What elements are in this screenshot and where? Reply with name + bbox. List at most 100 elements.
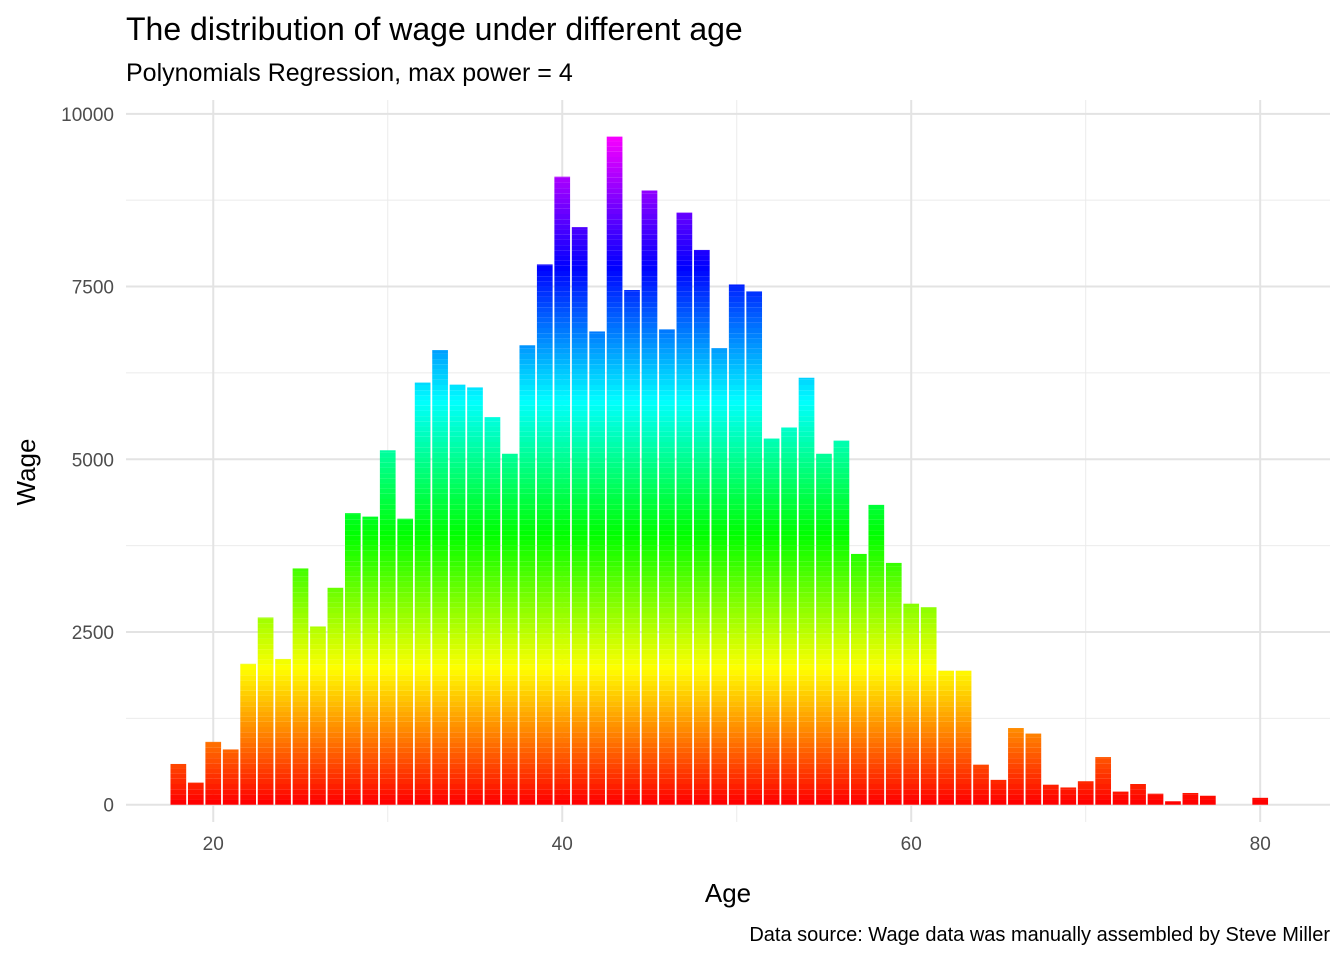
bar-segment [728, 737, 745, 743]
bar-segment [344, 587, 361, 593]
bar-segment [536, 426, 553, 432]
bar-segment [589, 789, 605, 795]
bar-segment [728, 587, 745, 593]
bar-segment [379, 493, 396, 499]
bar-segment [903, 659, 920, 665]
bar-segment [746, 338, 763, 344]
bar-segment [432, 540, 448, 546]
bar-segment [571, 540, 588, 546]
bar-segment [938, 711, 954, 717]
bar-segment [781, 752, 797, 759]
bar-segment [763, 488, 780, 494]
bar-segment [449, 742, 466, 748]
bar-segment [571, 364, 588, 370]
bar-segment [938, 706, 954, 712]
bar-segment [693, 255, 710, 261]
bar-segment [868, 638, 885, 645]
bar-segment [589, 426, 605, 432]
bar-segment [624, 587, 640, 593]
bar-segment [728, 462, 745, 468]
bar-segment [362, 638, 379, 645]
bar-segment [257, 701, 274, 707]
bar-segment [257, 721, 274, 727]
bar-segment [449, 732, 466, 738]
bar-segment [344, 571, 361, 577]
bar-segment [362, 747, 379, 753]
bar-segment [711, 571, 728, 577]
bar-segment [519, 540, 536, 546]
bar-segment [746, 436, 763, 442]
bar-segment [885, 768, 902, 774]
bar-segment [693, 302, 710, 308]
bar-segment [676, 405, 693, 411]
bar-segment [659, 758, 675, 764]
bar-segment [746, 535, 763, 541]
bar-segment [693, 343, 710, 349]
bar-segment [449, 390, 466, 396]
bar-segment [676, 784, 693, 790]
bar-segment [624, 296, 640, 303]
bar-segment [484, 799, 501, 805]
bar-segment [973, 764, 989, 769]
bar-segment [763, 664, 780, 670]
bar-segment [449, 556, 466, 562]
bar-segment [449, 768, 466, 774]
bar-segment [833, 452, 850, 458]
bar-segment [885, 618, 902, 624]
bar [432, 350, 448, 805]
bar-segment [746, 587, 763, 593]
bar-segment [467, 690, 483, 696]
bar-segment [624, 524, 640, 531]
bar-segment [292, 695, 309, 702]
bar-segment [728, 457, 745, 463]
bar-segment [606, 203, 623, 209]
bar-segment [728, 348, 745, 354]
bar-segment [536, 680, 553, 686]
bar-segment [816, 453, 832, 458]
bar-segment [816, 602, 832, 608]
bar-segment [571, 431, 588, 437]
bar-segment [571, 566, 588, 572]
bar-segment [903, 706, 920, 712]
bar-segment [641, 561, 658, 567]
bar-segment [414, 556, 431, 562]
bar-segment [554, 602, 571, 608]
bar-segment [641, 784, 658, 790]
bar-segment [589, 581, 605, 588]
bar-segment [484, 633, 501, 639]
bar-segment [641, 581, 658, 588]
bar-segment [798, 784, 815, 790]
bar-segment [816, 576, 832, 582]
bar-segment [641, 265, 658, 271]
bar-segment [746, 571, 763, 577]
bar-segment [344, 644, 361, 650]
bar-segment [467, 701, 483, 707]
bar-segment [502, 716, 518, 722]
bar-segment [310, 794, 326, 800]
bar-segment [973, 799, 989, 805]
bar-segment [798, 524, 815, 531]
bar-segment [711, 644, 728, 650]
bar-segment [641, 203, 658, 209]
bar-segment [362, 516, 379, 520]
bar-segment [519, 670, 536, 676]
bar-segment [606, 514, 623, 520]
bar-segment [868, 581, 885, 588]
bar-segment [798, 431, 815, 437]
bar-segment [292, 732, 309, 738]
bar-segment [851, 752, 867, 759]
bar-segment [693, 550, 710, 556]
bar-segment [851, 716, 867, 722]
bar-segment [571, 338, 588, 344]
bar-segment [344, 581, 361, 588]
bar-segment [484, 685, 501, 691]
bar-segment [606, 260, 623, 266]
bar-segment [362, 763, 379, 769]
bar-segment [746, 680, 763, 686]
bar-segment [519, 473, 536, 479]
bar-segment [885, 711, 902, 717]
bar-segment [798, 421, 815, 427]
bar-segment [536, 587, 553, 593]
bar-segment [624, 576, 640, 582]
bar-segment [536, 581, 553, 588]
